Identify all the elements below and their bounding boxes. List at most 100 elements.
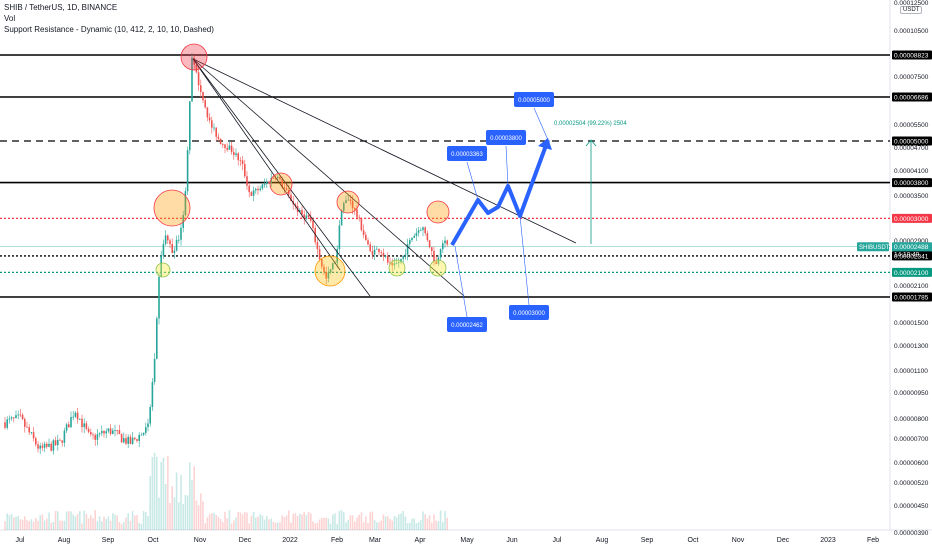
candle-body: [197, 72, 200, 86]
volume-bar: [46, 518, 48, 530]
callout-pointer: [533, 107, 549, 141]
candle-body: [136, 439, 138, 441]
volume-bar: [118, 522, 121, 530]
volume-bar: [279, 522, 281, 530]
candle-body: [87, 428, 90, 433]
candle-body: [373, 249, 376, 255]
y-tick-label: 0.00002900: [894, 238, 929, 245]
candle-body: [380, 252, 382, 253]
volume-bar: [316, 522, 319, 530]
volume-bar: [400, 513, 402, 530]
y-tick-label: 0.00012500: [894, 0, 929, 7]
volume-bar: [402, 511, 404, 530]
candle-body: [200, 85, 202, 92]
volume-bar: [63, 520, 66, 530]
candle-body: [15, 415, 17, 419]
volume-bar: [261, 515, 264, 530]
candle-body: [65, 424, 68, 431]
volume-bar: [208, 514, 211, 530]
volume-bar: [149, 475, 151, 530]
candle-body: [6, 419, 8, 428]
volume-bar: [35, 518, 37, 530]
candle-body: [318, 249, 321, 260]
volume-bar: [107, 516, 110, 530]
candle-body: [83, 423, 85, 428]
volume-bar: [10, 514, 13, 530]
trendline: [192, 58, 577, 244]
currency-button[interactable]: USDT: [900, 6, 923, 14]
candle-body: [81, 418, 83, 428]
volume-bar: [114, 514, 116, 530]
volume-bar: [318, 519, 321, 530]
volume-bar: [129, 520, 132, 530]
volume-bar: [125, 517, 127, 530]
candle-body: [76, 412, 79, 420]
volume-bar: [213, 512, 215, 530]
candle-body: [314, 228, 316, 243]
candle-body: [398, 262, 400, 264]
candle-body: [428, 240, 431, 248]
volume-bar: [336, 523, 338, 530]
volume-bar: [360, 512, 363, 530]
candle-body: [85, 423, 88, 429]
candle-body: [61, 440, 63, 443]
candle-body: [184, 191, 187, 216]
candle-body: [169, 240, 171, 245]
candle-body: [444, 240, 446, 244]
price-label-text: 0.00002100: [894, 270, 929, 277]
y-tick-label: 0.00000700: [894, 436, 929, 443]
candle-body: [345, 200, 347, 204]
volume-bar: [259, 514, 261, 530]
volume-bar: [378, 522, 380, 530]
candle-body: [41, 445, 44, 448]
volume-bar: [365, 516, 367, 530]
candle-body: [151, 382, 154, 407]
price-label-text: 0.00005000: [894, 139, 929, 146]
volume-bar: [202, 501, 204, 530]
candle-body: [369, 244, 371, 252]
candle-body: [395, 263, 398, 264]
candle-body: [21, 414, 24, 420]
x-tick-label: Feb: [331, 537, 343, 544]
candle-body: [261, 184, 264, 189]
candle-body: [237, 153, 239, 161]
candle-body: [301, 210, 303, 215]
candle-body: [442, 243, 444, 250]
candle-body: [235, 153, 237, 156]
volume-bar: [19, 519, 22, 530]
volume-bar: [39, 515, 41, 530]
callout-box: [509, 305, 549, 320]
price-label-box: [892, 267, 932, 277]
volume-bar: [327, 518, 330, 530]
candle-body: [417, 230, 420, 233]
volume-bar: [409, 522, 411, 530]
candle-body: [145, 427, 147, 433]
volume-bar: [134, 515, 136, 530]
volume-bar: [41, 514, 44, 530]
candle-body: [193, 57, 195, 65]
candle-body: [206, 107, 209, 118]
candle-body: [195, 64, 198, 73]
volume-bar: [178, 502, 180, 530]
callout-box: [447, 146, 487, 161]
candle-body: [343, 203, 345, 211]
volume-bar: [248, 523, 250, 530]
volume-bar: [211, 513, 213, 530]
volume-bar: [433, 514, 435, 530]
volume-bar: [217, 517, 220, 530]
candle-body: [13, 417, 15, 419]
x-tick-label: Mar: [369, 537, 382, 544]
volume-bar: [351, 515, 354, 530]
volume-bar: [437, 521, 440, 530]
volume-bar: [268, 519, 270, 530]
x-tick-label: 2023: [820, 537, 836, 544]
candle-body: [26, 426, 28, 428]
x-tick-label: Dec: [777, 537, 790, 544]
candle-body: [32, 432, 35, 439]
candle-body: [378, 248, 380, 253]
candle-body: [153, 358, 156, 383]
volume-bar: [371, 511, 374, 530]
candle-body: [19, 414, 22, 416]
y-tick-label: 0.00010500: [894, 28, 929, 35]
